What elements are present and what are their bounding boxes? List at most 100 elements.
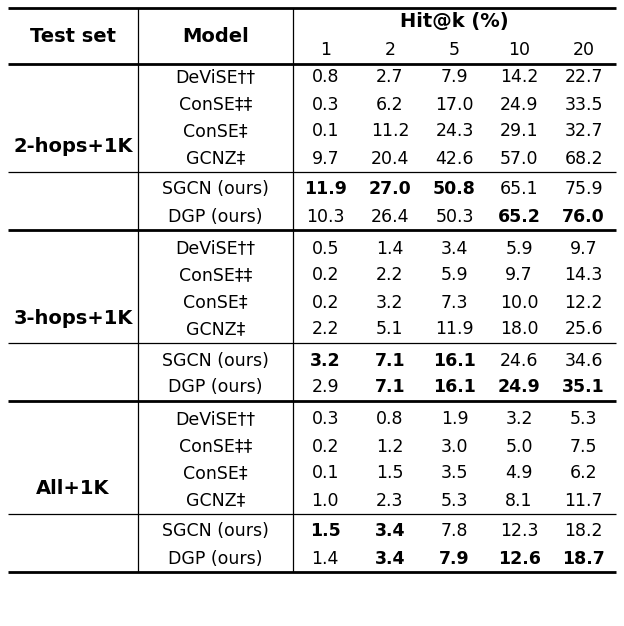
Text: GCNZ‡: GCNZ‡ <box>186 491 245 510</box>
Text: 35.1: 35.1 <box>562 379 605 396</box>
Text: 3.2: 3.2 <box>505 411 533 429</box>
Text: 7.9: 7.9 <box>441 68 469 86</box>
Text: 0.5: 0.5 <box>311 240 339 257</box>
Text: 3.4: 3.4 <box>441 240 468 257</box>
Text: 9.7: 9.7 <box>570 240 598 257</box>
Text: 75.9: 75.9 <box>564 180 603 198</box>
Text: 57.0: 57.0 <box>500 150 539 168</box>
Text: 16.1: 16.1 <box>433 352 476 369</box>
Text: ConSE‡: ConSE‡ <box>183 123 248 140</box>
Text: 24.6: 24.6 <box>500 352 539 369</box>
Text: 50.3: 50.3 <box>436 207 474 225</box>
Text: 11.7: 11.7 <box>565 491 603 510</box>
Text: 2.2: 2.2 <box>376 267 404 284</box>
Text: 32.7: 32.7 <box>565 123 603 140</box>
Text: 1.9: 1.9 <box>441 411 469 429</box>
Text: 5.3: 5.3 <box>570 411 597 429</box>
Text: DGP (ours): DGP (ours) <box>168 207 263 225</box>
Text: 20: 20 <box>573 41 595 59</box>
Text: 7.9: 7.9 <box>439 550 470 568</box>
Text: 2: 2 <box>384 41 396 59</box>
Text: 0.1: 0.1 <box>311 464 339 483</box>
Text: 12.6: 12.6 <box>498 550 540 568</box>
Text: 1.0: 1.0 <box>311 491 339 510</box>
Text: 2.7: 2.7 <box>376 68 404 86</box>
Text: 18.7: 18.7 <box>562 550 605 568</box>
Text: 12.2: 12.2 <box>565 294 603 312</box>
Text: Test set: Test set <box>30 26 116 46</box>
Text: 3.2: 3.2 <box>376 294 404 312</box>
Text: ConSE‡‡: ConSE‡‡ <box>179 96 252 113</box>
Text: 68.2: 68.2 <box>564 150 603 168</box>
Text: 9.7: 9.7 <box>311 150 339 168</box>
Text: 7.3: 7.3 <box>441 294 468 312</box>
Text: 76.0: 76.0 <box>562 207 605 225</box>
Text: 6.2: 6.2 <box>376 96 404 113</box>
Text: 24.9: 24.9 <box>498 379 540 396</box>
Text: DGP (ours): DGP (ours) <box>168 379 263 396</box>
Text: 14.3: 14.3 <box>565 267 603 284</box>
Text: DeViSE††: DeViSE†† <box>175 240 256 257</box>
Text: 1.5: 1.5 <box>376 464 404 483</box>
Text: 5.9: 5.9 <box>505 240 533 257</box>
Text: 0.3: 0.3 <box>311 411 339 429</box>
Text: 2.9: 2.9 <box>311 379 339 396</box>
Text: 11.2: 11.2 <box>371 123 409 140</box>
Text: 10.0: 10.0 <box>500 294 539 312</box>
Text: 0.2: 0.2 <box>311 294 339 312</box>
Text: 0.3: 0.3 <box>311 96 339 113</box>
Text: 5.0: 5.0 <box>505 438 533 456</box>
Text: 11.9: 11.9 <box>435 321 474 339</box>
Text: 14.2: 14.2 <box>500 68 539 86</box>
Text: 0.2: 0.2 <box>311 438 339 456</box>
Text: 8.1: 8.1 <box>505 491 533 510</box>
Text: 5: 5 <box>449 41 460 59</box>
Text: GCNZ‡: GCNZ‡ <box>186 150 245 168</box>
Text: ConSE‡: ConSE‡ <box>183 464 248 483</box>
Text: ConSE‡‡: ConSE‡‡ <box>179 438 252 456</box>
Text: DeViSE††: DeViSE†† <box>175 68 256 86</box>
Text: 20.4: 20.4 <box>371 150 409 168</box>
Text: 42.6: 42.6 <box>436 150 474 168</box>
Text: 34.6: 34.6 <box>565 352 603 369</box>
Text: SGCN (ours): SGCN (ours) <box>162 180 269 198</box>
Text: GCNZ‡: GCNZ‡ <box>186 321 245 339</box>
Text: 6.2: 6.2 <box>570 464 598 483</box>
Text: 3.4: 3.4 <box>374 523 405 540</box>
Text: ConSE‡‡: ConSE‡‡ <box>179 267 252 284</box>
Text: SGCN (ours): SGCN (ours) <box>162 523 269 540</box>
Text: 65.1: 65.1 <box>500 180 539 198</box>
Text: 3.5: 3.5 <box>441 464 468 483</box>
Text: 4.9: 4.9 <box>505 464 533 483</box>
Text: 26.4: 26.4 <box>371 207 409 225</box>
Text: 5.3: 5.3 <box>441 491 468 510</box>
Text: 25.6: 25.6 <box>564 321 603 339</box>
Text: 16.1: 16.1 <box>433 379 476 396</box>
Text: 3.4: 3.4 <box>374 550 405 568</box>
Text: DeViSE††: DeViSE†† <box>175 411 256 429</box>
Text: 12.3: 12.3 <box>500 523 539 540</box>
Text: 10: 10 <box>508 41 530 59</box>
Text: 7.8: 7.8 <box>441 523 468 540</box>
Text: ConSE‡: ConSE‡ <box>183 294 248 312</box>
Text: 7.5: 7.5 <box>570 438 597 456</box>
Text: 0.8: 0.8 <box>376 411 404 429</box>
Text: 2.2: 2.2 <box>311 321 339 339</box>
Text: 2-hops+1K: 2-hops+1K <box>13 138 133 156</box>
Text: 24.9: 24.9 <box>500 96 539 113</box>
Text: 0.2: 0.2 <box>311 267 339 284</box>
Text: 7.1: 7.1 <box>374 352 405 369</box>
Text: 5.9: 5.9 <box>441 267 469 284</box>
Text: 3-hops+1K: 3-hops+1K <box>13 309 133 327</box>
Text: Model: Model <box>182 26 249 46</box>
Text: 1: 1 <box>319 41 331 59</box>
Text: 29.1: 29.1 <box>500 123 539 140</box>
Text: 10.3: 10.3 <box>306 207 344 225</box>
Text: 7.1: 7.1 <box>374 379 405 396</box>
Text: 18.2: 18.2 <box>565 523 603 540</box>
Text: 11.9: 11.9 <box>304 180 347 198</box>
Text: 1.4: 1.4 <box>311 550 339 568</box>
Text: 24.3: 24.3 <box>436 123 474 140</box>
Text: 0.8: 0.8 <box>311 68 339 86</box>
Text: 50.8: 50.8 <box>433 180 476 198</box>
